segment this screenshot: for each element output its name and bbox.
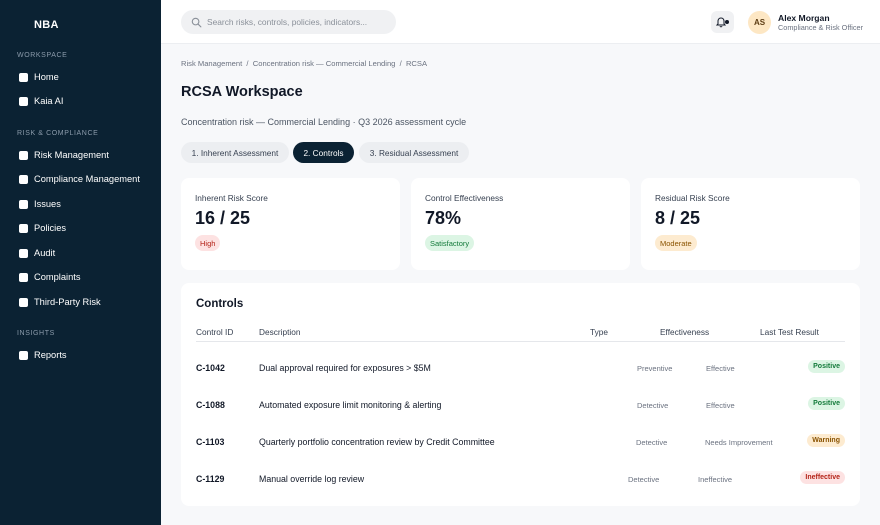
section-label-workspace: WORKSPACE bbox=[17, 52, 68, 59]
control-effectiveness: Effective bbox=[706, 401, 735, 410]
sidebar-item-reports[interactable]: Reports bbox=[19, 347, 67, 363]
page-subtitle: Concentration risk — Commercial Lending … bbox=[181, 117, 467, 127]
card-value: 16 / 25 bbox=[195, 208, 251, 228]
search-bar[interactable] bbox=[181, 10, 396, 34]
control-type: Preventive bbox=[637, 364, 673, 373]
column-header-description[interactable]: Description bbox=[259, 327, 301, 337]
card-value: 8 / 25 bbox=[655, 208, 701, 228]
tab-controls[interactable]: 2. Controls bbox=[293, 142, 354, 163]
inherent-risk-card: Inherent Risk Score 16 / 25 High bbox=[181, 178, 400, 270]
top-header: AS Alex Morgan Compliance & Risk Officer bbox=[161, 0, 880, 44]
page-title: RCSA Workspace bbox=[181, 84, 303, 100]
column-header-last-test-result[interactable]: Last Test Result bbox=[760, 327, 819, 337]
complaints-icon bbox=[19, 272, 28, 282]
avatar[interactable]: AS bbox=[748, 11, 771, 34]
sidebar-item-label: Third-Party Risk bbox=[34, 297, 101, 307]
table-divider bbox=[196, 341, 845, 342]
test-result-badge: Positive bbox=[808, 360, 845, 373]
reports-icon bbox=[19, 350, 28, 360]
control-id: C-1129 bbox=[196, 474, 225, 484]
status-badge: High bbox=[195, 235, 221, 251]
sidebar: NBA WORKSPACE Home Kaia AI RISK & COMPLI… bbox=[0, 0, 161, 525]
table-row[interactable]: C-1129 Manual override log review Detect… bbox=[181, 470, 860, 490]
compliance-management-icon bbox=[19, 174, 28, 184]
control-effectiveness: Needs Improvement bbox=[705, 438, 773, 447]
kaia-ai-icon bbox=[19, 96, 28, 106]
notification-dot bbox=[725, 20, 729, 24]
control-effectiveness: Ineffective bbox=[698, 475, 733, 484]
sidebar-item-label: Policies bbox=[34, 223, 67, 233]
third-party-risk-icon bbox=[19, 297, 28, 307]
column-header-control-id[interactable]: Control ID bbox=[196, 327, 234, 337]
control-description: Quarterly portfolio concentration review… bbox=[259, 437, 495, 447]
control-effectiveness: Effective bbox=[706, 364, 735, 373]
controls-title: Controls bbox=[196, 298, 244, 310]
card-label: Control Effectiveness bbox=[425, 193, 504, 203]
sidebar-item-label: Risk Management bbox=[34, 150, 109, 160]
control-id: C-1088 bbox=[196, 400, 225, 410]
policies-icon bbox=[19, 223, 28, 233]
risk-management-icon bbox=[19, 150, 28, 160]
column-header-effectiveness[interactable]: Effectiveness bbox=[660, 327, 710, 337]
sidebar-item-audit[interactable]: Audit bbox=[19, 245, 55, 261]
search-input[interactable] bbox=[207, 17, 387, 27]
notifications-button[interactable] bbox=[711, 11, 734, 33]
section-label-risk-compliance: RISK & COMPLIANCE bbox=[17, 130, 99, 137]
status-badge: Moderate bbox=[655, 235, 697, 251]
test-result-badge: Positive bbox=[808, 397, 845, 410]
control-type: Detective bbox=[628, 475, 660, 484]
table-row[interactable]: C-1088 Automated exposure limit monitori… bbox=[181, 396, 860, 416]
sidebar-item-risk-management[interactable]: Risk Management bbox=[19, 147, 109, 163]
sidebar-item-complaints[interactable]: Complaints bbox=[19, 269, 81, 285]
bell-icon bbox=[715, 16, 726, 27]
control-description: Automated exposure limit monitoring & al… bbox=[259, 400, 442, 410]
tab-residual-assessment[interactable]: 3. Residual Assessment bbox=[359, 142, 469, 163]
sidebar-item-kaia-ai[interactable]: Kaia AI bbox=[19, 93, 63, 109]
status-badge: Satisfactory bbox=[425, 235, 475, 251]
search-icon bbox=[191, 17, 202, 27]
sidebar-item-label: Reports bbox=[34, 350, 67, 360]
sidebar-item-label: Compliance Management bbox=[34, 174, 140, 184]
breadcrumb[interactable]: Risk Management / Concentration risk — C… bbox=[181, 59, 428, 68]
sidebar-item-label: Home bbox=[34, 72, 59, 82]
table-row[interactable]: C-1042 Dual approval required for exposu… bbox=[181, 359, 860, 379]
home-icon bbox=[19, 72, 28, 82]
test-result-badge: Warning bbox=[807, 434, 845, 447]
sidebar-item-label: Complaints bbox=[34, 272, 81, 282]
controls-panel: Controls Control ID Description Type Eff… bbox=[181, 283, 860, 506]
sidebar-item-home[interactable]: Home bbox=[19, 69, 59, 85]
card-value: 78% bbox=[425, 208, 462, 228]
tab-inherent-assessment[interactable]: 1. Inherent Assessment bbox=[181, 142, 289, 163]
card-label: Inherent Risk Score bbox=[195, 193, 268, 203]
control-id: C-1103 bbox=[196, 437, 225, 447]
sidebar-item-third-party-risk[interactable]: Third-Party Risk bbox=[19, 294, 101, 310]
sidebar-item-label: Audit bbox=[34, 248, 56, 258]
section-label-insights: INSIGHTS bbox=[17, 330, 55, 337]
user-name: Alex Morgan bbox=[778, 13, 830, 23]
sidebar-item-label: Kaia AI bbox=[34, 96, 64, 106]
column-header-type[interactable]: Type bbox=[590, 327, 608, 337]
app-logo[interactable]: NBA bbox=[34, 19, 59, 31]
control-type: Detective bbox=[636, 438, 668, 447]
control-id: C-1042 bbox=[196, 363, 225, 373]
card-label: Residual Risk Score bbox=[655, 193, 730, 203]
control-description: Manual override log review bbox=[259, 474, 365, 484]
issues-icon bbox=[19, 199, 28, 209]
control-type: Detective bbox=[637, 401, 669, 410]
user-role: Compliance & Risk Officer bbox=[778, 23, 864, 32]
sidebar-item-issues[interactable]: Issues bbox=[19, 196, 61, 212]
control-description: Dual approval required for exposures > $… bbox=[259, 363, 431, 373]
control-effectiveness-card: Control Effectiveness 78% Satisfactory bbox=[411, 178, 630, 270]
residual-risk-card: Residual Risk Score 8 / 25 Moderate bbox=[641, 178, 860, 270]
test-result-badge: Ineffective bbox=[800, 471, 845, 484]
sidebar-item-label: Issues bbox=[34, 199, 61, 209]
table-row[interactable]: C-1103 Quarterly portfolio concentration… bbox=[181, 433, 860, 453]
sidebar-item-compliance-management[interactable]: Compliance Management bbox=[19, 171, 140, 187]
audit-icon bbox=[19, 248, 28, 258]
sidebar-item-policies[interactable]: Policies bbox=[19, 220, 66, 236]
